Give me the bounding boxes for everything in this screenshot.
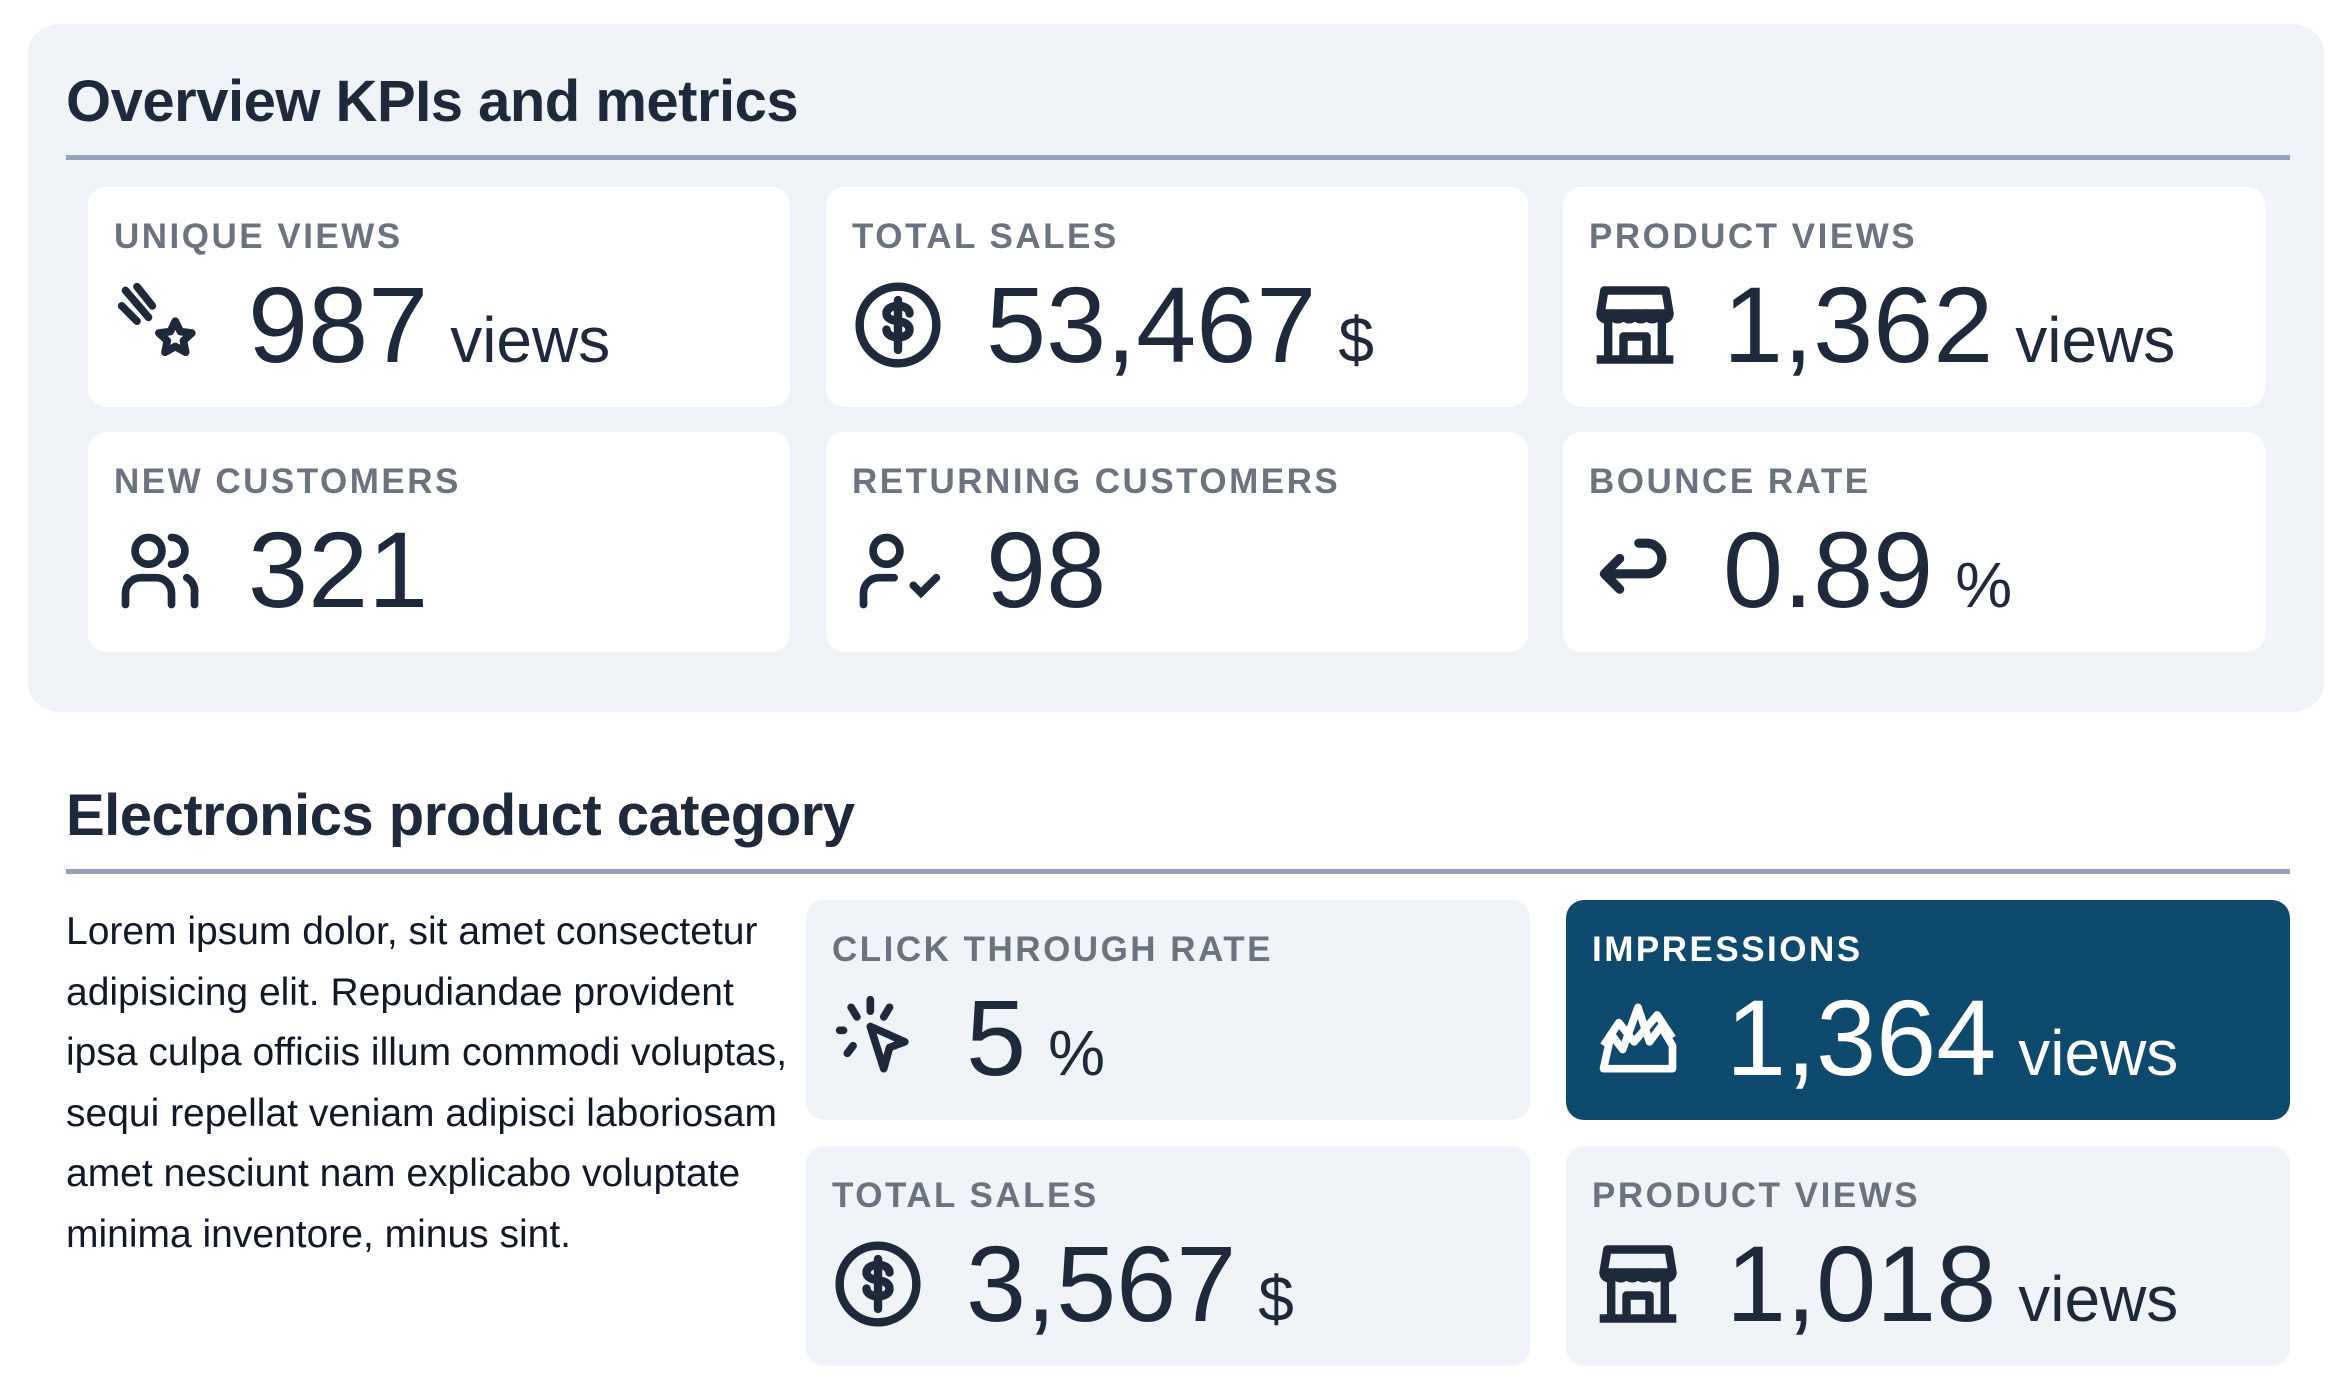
- user-check-icon: [852, 524, 944, 616]
- kpi-card-impressions: IMPRESSIONS 1,364 views: [1566, 900, 2290, 1120]
- kpi-label: CLICK THROUGH RATE: [832, 930, 1273, 969]
- kpi-value: 987: [248, 264, 429, 385]
- area-chart-icon: [1592, 992, 1684, 1084]
- kpi-unit: %: [1955, 549, 2013, 621]
- kpi-label: IMPRESSIONS: [1592, 930, 1863, 969]
- kpi-value: 3,567: [966, 1223, 1237, 1344]
- kpi-label: RETURNING CUSTOMERS: [852, 462, 1341, 501]
- kpi-label: UNIQUE VIEWS: [114, 217, 403, 256]
- shooting-star-icon: [114, 279, 206, 371]
- electronics-description: Lorem ipsum dolor, sit amet consectetur …: [66, 910, 788, 1256]
- kpi-card-click-through-rate: CLICK THROUGH RATE 5 %: [806, 900, 1530, 1120]
- kpi-value: 1,362: [1723, 264, 1994, 385]
- overview-divider: [66, 155, 2290, 160]
- kpi-unit: $: [1258, 1263, 1294, 1335]
- return-arrow-icon: [1589, 524, 1681, 616]
- kpi-unit: views: [450, 304, 611, 376]
- cursor-click-icon: [832, 992, 924, 1084]
- kpi-card-unique-views: UNIQUE VIEWS 987 views: [88, 187, 790, 407]
- kpi-label: PRODUCT VIEWS: [1589, 217, 1918, 256]
- kpi-card-total-sales: TOTAL SALES 53,467 $: [826, 187, 1528, 407]
- kpi-unit: %: [1048, 1017, 1105, 1089]
- kpi-card-returning-customers: RETURNING CUSTOMERS 98: [826, 432, 1528, 652]
- electronics-title: Electronics product category: [66, 783, 855, 848]
- kpi-value: 1,018: [1726, 1223, 1997, 1344]
- electronics-divider: [66, 869, 2290, 874]
- kpi-card-new-customers: NEW CUSTOMERS 321: [88, 432, 790, 652]
- kpi-label: NEW CUSTOMERS: [114, 462, 461, 501]
- kpi-unit: views: [2015, 304, 2176, 376]
- kpi-card-bounce-rate: BOUNCE RATE 0.89 %: [1563, 432, 2265, 652]
- dollar-circle-icon: [852, 279, 944, 371]
- kpi-card-total-sales: TOTAL SALES 3,567 $: [806, 1146, 1530, 1366]
- kpi-unit: $: [1338, 304, 1374, 376]
- kpi-label: PRODUCT VIEWS: [1592, 1176, 1921, 1215]
- kpi-card-product-views: PRODUCT VIEWS 1,362 views: [1563, 187, 2265, 407]
- dollar-circle-icon: [832, 1238, 924, 1330]
- kpi-label: TOTAL SALES: [852, 217, 1119, 256]
- kpi-unit: views: [2018, 1263, 2179, 1335]
- kpi-value: 321: [248, 509, 429, 630]
- kpi-value: 0.89: [1723, 509, 1934, 630]
- kpi-label: TOTAL SALES: [832, 1176, 1099, 1215]
- overview-title: Overview KPIs and metrics: [66, 69, 799, 134]
- storefront-icon: [1592, 1238, 1684, 1330]
- kpi-label: BOUNCE RATE: [1589, 462, 1871, 501]
- kpi-unit: views: [2018, 1017, 2179, 1089]
- users-icon: [114, 524, 206, 616]
- kpi-value: 53,467: [986, 264, 1317, 385]
- kpi-card-product-views: PRODUCT VIEWS 1,018 views: [1566, 1146, 2290, 1366]
- storefront-icon: [1589, 279, 1681, 371]
- kpi-value: 98: [986, 509, 1107, 630]
- kpi-value: 1,364: [1726, 977, 1997, 1098]
- kpi-value: 5: [966, 977, 1027, 1098]
